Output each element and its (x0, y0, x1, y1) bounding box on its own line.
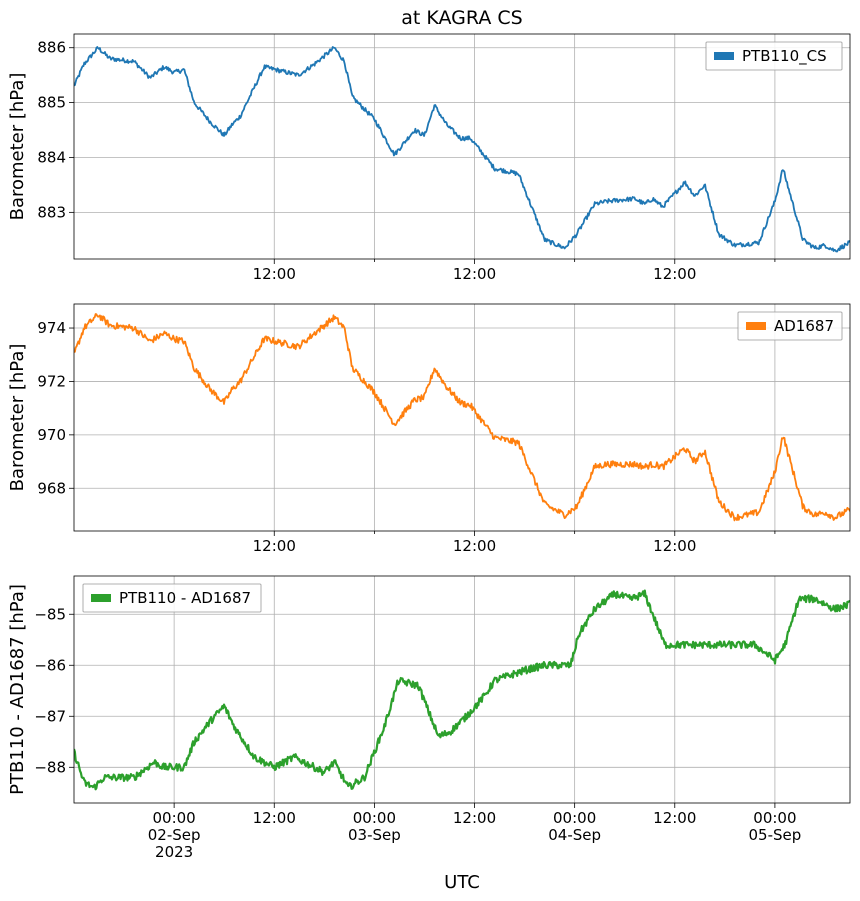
legend-box (737, 311, 843, 341)
series-line (74, 46, 850, 253)
legend-box (705, 41, 843, 71)
y-tick-label: −87 (34, 707, 66, 725)
x-tick-label: 00:00 (153, 809, 196, 827)
x-tick-label: 12:00 (653, 809, 696, 827)
y-tick-label: −85 (34, 605, 66, 623)
y-tick-label: 970 (37, 426, 66, 444)
legend-box (82, 583, 262, 613)
plot-frame (73, 575, 851, 804)
legend-swatch (714, 52, 734, 60)
y-tick-label: −86 (34, 656, 66, 674)
x-tick-label: 05-Sep (749, 826, 802, 844)
plot-frame (73, 303, 851, 532)
x-tick-label: 12:00 (453, 265, 496, 283)
x-tick-label: 12:00 (253, 265, 296, 283)
y-axis-label: PTB110 - AD1687 [hPa] (7, 584, 28, 795)
series-line (74, 589, 850, 791)
x-tick-label: 12:00 (453, 809, 496, 827)
x-tick-label: 02-Sep (148, 826, 201, 844)
y-tick-label: −88 (34, 758, 66, 776)
y-tick-label: 885 (37, 94, 66, 112)
x-tick-label: 00:00 (353, 809, 396, 827)
legend-swatch (746, 322, 766, 330)
x-tick-label: 04-Sep (548, 826, 601, 844)
x-tick-label: 12:00 (253, 537, 296, 555)
y-tick-label: 968 (37, 479, 66, 497)
x-axis-label: UTC (444, 872, 480, 893)
y-tick-label: 974 (37, 319, 66, 337)
x-tick-label: 12:00 (453, 537, 496, 555)
legend-label: PTB110_CS (742, 47, 827, 66)
x-tick-label: 12:00 (653, 537, 696, 555)
y-axis-label: Barometer [hPa] (7, 73, 28, 221)
legend-label: AD1687 (774, 317, 834, 335)
y-tick-label: 886 (37, 39, 66, 57)
panel-1: 883 884 885 886 12:00 12:00 12:00 Barometer [hP… (7, 33, 851, 283)
x-tick-label: 2023 (155, 843, 193, 861)
x-tick-label: 03-Sep (348, 826, 401, 844)
chart-title: at KAGRA CS (401, 7, 522, 29)
y-tick-label: 884 (37, 148, 66, 166)
x-tick-label: 00:00 (753, 809, 796, 827)
y-tick-label: 883 (37, 203, 66, 221)
x-tick-label: 12:00 (253, 809, 296, 827)
plot-frame (73, 33, 851, 260)
series-line (74, 313, 850, 522)
x-tick-label: 12:00 (653, 265, 696, 283)
y-tick-label: 972 (37, 372, 66, 390)
x-tick-label: 00:00 (553, 809, 596, 827)
panel-2: 968 970 972 974 12:00 12:00 12:00 Barometer [hP… (7, 303, 851, 555)
legend-label: PTB110 - AD1687 (119, 589, 251, 607)
y-axis-label: Barometer [hPa] (7, 344, 28, 492)
legend-swatch (91, 594, 111, 602)
